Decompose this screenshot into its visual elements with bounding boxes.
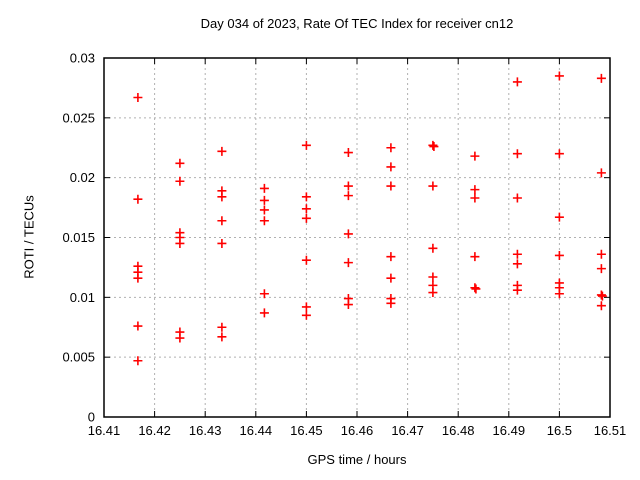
data-point-marker xyxy=(175,238,185,248)
data-point-marker xyxy=(386,143,396,153)
data-point-marker xyxy=(259,216,269,226)
y-tick-label: 0.01 xyxy=(70,290,95,305)
data-point-marker xyxy=(596,73,606,83)
data-point-marker xyxy=(386,298,396,308)
data-point-marker xyxy=(428,272,438,282)
data-point-marker xyxy=(259,183,269,193)
data-point-marker xyxy=(175,158,185,168)
data-point-marker xyxy=(217,192,227,202)
y-tick-label: 0.03 xyxy=(70,51,95,66)
y-tick-label: 0 xyxy=(88,410,95,425)
data-point-marker xyxy=(596,168,606,178)
data-point-marker xyxy=(470,151,480,161)
data-point-marker xyxy=(470,193,480,203)
data-point-marker xyxy=(554,212,564,222)
data-point-marker xyxy=(512,77,522,87)
x-tick-label: 16.41 xyxy=(88,423,121,438)
data-point-marker xyxy=(386,181,396,191)
x-tick-label: 16.45 xyxy=(290,423,323,438)
data-point-marker xyxy=(428,243,438,253)
data-point-marker xyxy=(301,302,311,312)
x-tick-label: 16.5 xyxy=(547,423,572,438)
data-point-marker xyxy=(470,185,480,195)
data-point-marker xyxy=(512,149,522,159)
data-point-marker xyxy=(217,146,227,156)
data-point-marker xyxy=(596,249,606,259)
data-point-marker xyxy=(343,229,353,239)
data-point-marker xyxy=(428,288,438,298)
data-point-marker xyxy=(175,176,185,186)
data-point-marker xyxy=(343,181,353,191)
data-point-marker xyxy=(512,285,522,295)
x-tick-label: 16.49 xyxy=(493,423,526,438)
data-point-marker xyxy=(386,273,396,283)
data-point-marker xyxy=(597,291,607,301)
data-point-marker xyxy=(133,273,143,283)
data-point-marker xyxy=(429,142,439,152)
y-axis-label: ROTI / TECUs xyxy=(21,195,37,279)
x-tick-label: 16.46 xyxy=(341,423,374,438)
data-point-marker xyxy=(428,181,438,191)
x-tick-label: 16.51 xyxy=(594,423,627,438)
data-point-marker xyxy=(133,356,143,366)
x-axis-label: GPS time / hours xyxy=(307,452,407,467)
data-point-marker xyxy=(512,193,522,203)
x-tick-label: 16.44 xyxy=(240,423,273,438)
data-point-marker xyxy=(343,191,353,201)
y-tick-label: 0.005 xyxy=(62,350,95,365)
data-point-marker xyxy=(596,301,606,311)
data-point-marker xyxy=(554,71,564,81)
data-point-marker xyxy=(133,92,143,102)
data-point-marker xyxy=(259,308,269,318)
data-point-marker xyxy=(217,332,227,342)
x-tick-label: 16.42 xyxy=(138,423,171,438)
data-point-marker xyxy=(301,310,311,320)
data-point-marker xyxy=(259,289,269,299)
data-point-marker xyxy=(470,252,480,262)
data-point-marker xyxy=(386,252,396,262)
data-point-marker xyxy=(386,162,396,172)
data-point-marker xyxy=(133,194,143,204)
x-tick-label: 16.48 xyxy=(442,423,475,438)
data-point-marker xyxy=(596,290,606,300)
y-tick-label: 0.02 xyxy=(70,170,95,185)
x-tick-label: 16.43 xyxy=(189,423,222,438)
data-point-marker xyxy=(512,259,522,269)
data-point-marker xyxy=(596,264,606,274)
data-point-marker xyxy=(512,249,522,259)
data-point-marker xyxy=(428,140,438,150)
data-point-marker xyxy=(343,300,353,310)
data-point-marker xyxy=(554,289,564,299)
data-point-marker xyxy=(301,255,311,265)
chart-title: Day 034 of 2023, Rate Of TEC Index for r… xyxy=(200,16,514,31)
data-point-marker xyxy=(343,258,353,268)
data-point-marker xyxy=(301,204,311,214)
data-point-marker xyxy=(301,140,311,150)
data-point-marker xyxy=(554,149,564,159)
data-point-marker xyxy=(471,284,481,294)
y-tick-label: 0.015 xyxy=(62,230,95,245)
data-point-marker xyxy=(133,321,143,331)
data-point-marker xyxy=(343,148,353,158)
data-point-marker xyxy=(217,322,227,332)
data-point-marker xyxy=(259,205,269,215)
data-point-marker xyxy=(470,283,480,293)
y-tick-label: 0.025 xyxy=(62,110,95,125)
data-point-marker xyxy=(554,250,564,260)
data-point-marker xyxy=(301,192,311,202)
data-point-marker xyxy=(301,213,311,223)
data-point-marker xyxy=(259,195,269,205)
data-point-marker xyxy=(217,216,227,226)
data-point-marker xyxy=(175,333,185,343)
x-tick-label: 16.47 xyxy=(391,423,424,438)
data-point-marker xyxy=(217,238,227,248)
